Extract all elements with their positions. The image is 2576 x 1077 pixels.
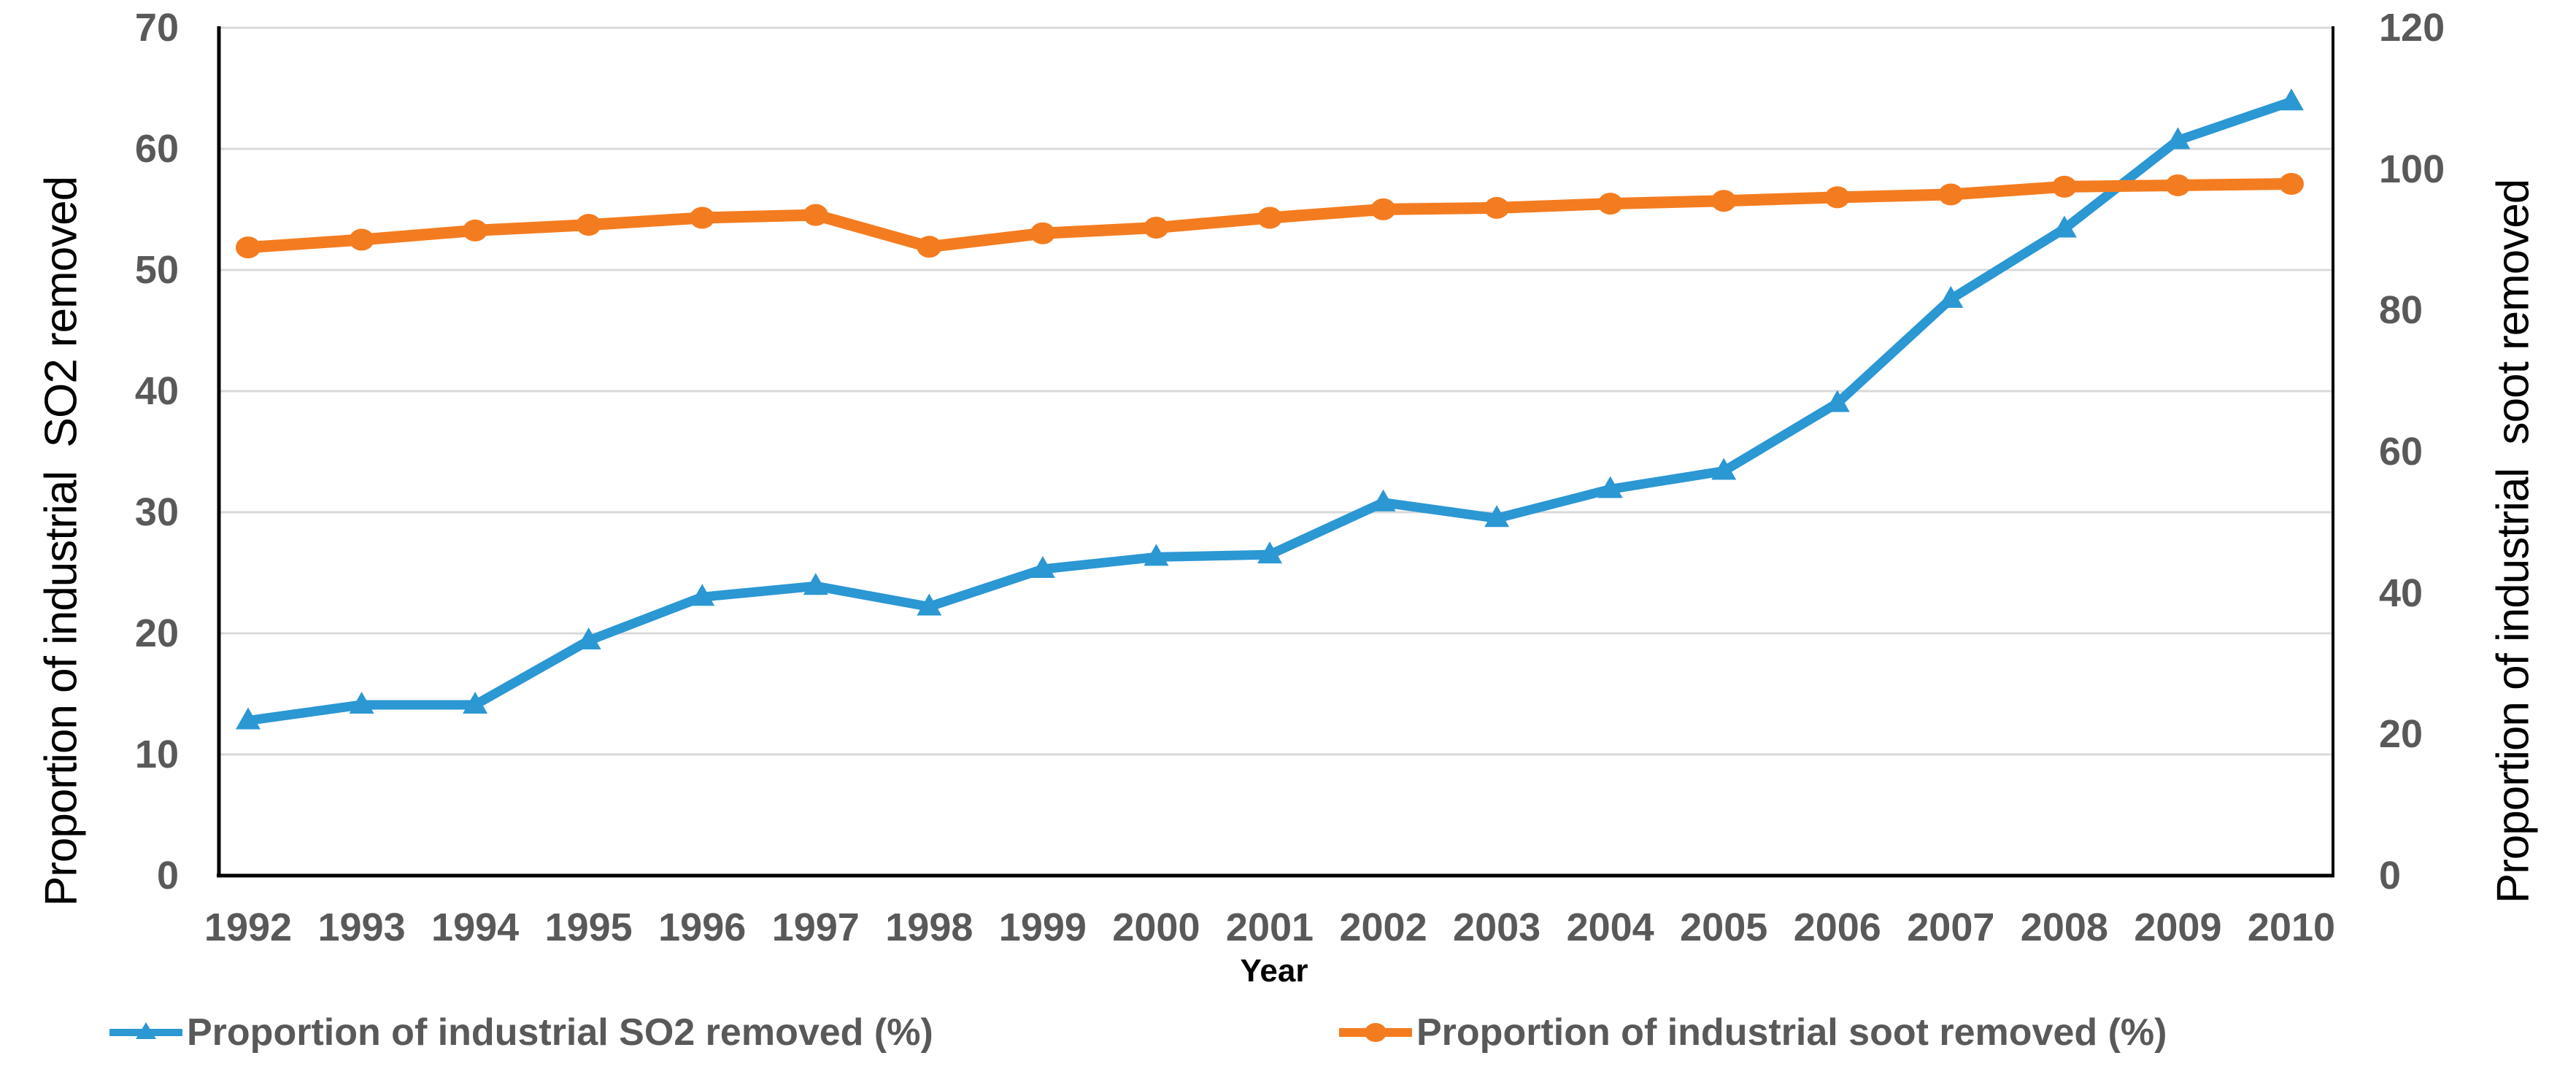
so2-point-2000 — [1144, 544, 1169, 566]
soot-point-2002 — [1370, 198, 1396, 220]
soot-point-2003 — [1484, 196, 1510, 219]
soot-point-1993 — [349, 228, 374, 251]
x-tick-2000: 2000 — [1112, 906, 1200, 949]
so2-point-2005 — [1711, 458, 1737, 480]
soot-point-2009 — [2165, 174, 2191, 196]
left-y-tick-60: 60 — [134, 127, 179, 171]
x-tick-1993: 1993 — [317, 906, 406, 949]
so2-point-1998 — [917, 593, 942, 616]
soot-point-1997 — [803, 204, 828, 226]
soot-point-1998 — [917, 236, 942, 258]
soot-point-2001 — [1257, 206, 1282, 229]
so2-legend-marker-icon — [109, 1022, 182, 1039]
right-y-tick-100: 100 — [2379, 147, 2445, 191]
x-tick-1994: 1994 — [431, 906, 520, 949]
soot-point-2008 — [2051, 175, 2077, 198]
right-y-tick-80: 80 — [2379, 288, 2423, 333]
soot-point-2000 — [1144, 217, 1169, 239]
so2-point-1994 — [463, 691, 488, 714]
x-tick-1992: 1992 — [204, 906, 293, 949]
soot-point-1994 — [463, 219, 488, 242]
x-tick-2001: 2001 — [1225, 906, 1314, 949]
x-tick-2009: 2009 — [2134, 906, 2222, 949]
soot-point-2007 — [1938, 183, 1964, 206]
soot-point-1996 — [690, 206, 715, 229]
x-tick-1997: 1997 — [771, 906, 860, 949]
x-tick-2007: 2007 — [1907, 906, 1995, 949]
so2-point-2009 — [2165, 127, 2191, 150]
x-tick-2004: 2004 — [1566, 906, 1654, 949]
so2-point-2007 — [1938, 285, 1964, 308]
x-tick-1995: 1995 — [544, 906, 633, 949]
so2-point-2002 — [1370, 489, 1396, 512]
soot-point-1995 — [576, 214, 601, 236]
so2-point-1993 — [349, 691, 374, 714]
right-y-tick-120: 120 — [2379, 6, 2445, 50]
left-y-tick-20: 20 — [134, 611, 179, 655]
x-tick-2006: 2006 — [1793, 906, 1881, 949]
soot-legend-circle — [1365, 1023, 1387, 1042]
x-tick-2010: 2010 — [2247, 906, 2336, 949]
so2-point-1995 — [576, 627, 601, 649]
left-y-tick-70: 70 — [134, 6, 179, 50]
x-tick-1998: 1998 — [885, 906, 973, 949]
x-tick-2003: 2003 — [1453, 906, 1541, 949]
left-y-tick-40: 40 — [134, 369, 179, 413]
x-tick-1999: 1999 — [998, 906, 1087, 949]
left-y-tick-10: 10 — [134, 733, 179, 776]
legend-label-so2: Proportion of industrial SO2 removed (%) — [187, 1011, 933, 1054]
soot-point-1999 — [1030, 222, 1055, 244]
legend-item-so2: Proportion of industrial SO2 removed (%) — [109, 1005, 933, 1059]
x-tick-2005: 2005 — [1680, 906, 1768, 949]
legend-item-soot: Proportion of industrial soot removed (%… — [1339, 1005, 2167, 1059]
left-y-tick-0: 0 — [156, 854, 179, 897]
x-tick-2002: 2002 — [1339, 906, 1427, 949]
legend-label-soot: Proportion of industrial soot removed (%… — [1416, 1011, 2167, 1054]
so2-point-2008 — [2051, 215, 2077, 238]
right-y-tick-40: 40 — [2379, 571, 2423, 615]
right-y-tick-0: 0 — [2379, 854, 2402, 897]
soot-point-2010 — [2279, 173, 2304, 196]
so2-point-2010 — [2279, 88, 2304, 111]
so2-point-1999 — [1030, 556, 1055, 579]
right-y-tick-20: 20 — [2379, 712, 2423, 757]
soot-point-1992 — [236, 236, 261, 259]
so2-point-1996 — [690, 584, 715, 606]
x-axis-title: Year — [1240, 953, 1308, 989]
so2-point-1997 — [803, 573, 828, 595]
so2-point-2004 — [1597, 476, 1623, 498]
soot-legend-marker-icon — [1339, 1023, 1412, 1042]
so2-point-2003 — [1484, 505, 1510, 528]
x-tick-1996: 1996 — [658, 906, 747, 949]
left-y-tick-30: 30 — [134, 490, 179, 534]
so2-legend-triangle — [136, 1022, 156, 1039]
left-y-tick-50: 50 — [134, 248, 179, 292]
x-tick-2008: 2008 — [2020, 906, 2108, 949]
soot-point-2005 — [1711, 190, 1737, 212]
soot-point-2004 — [1597, 193, 1623, 215]
right-y-tick-60: 60 — [2379, 430, 2423, 474]
soot-point-2006 — [1824, 186, 1850, 209]
so2-point-2006 — [1824, 390, 1850, 412]
so2-point-2001 — [1257, 541, 1282, 564]
so2-point-1992 — [236, 707, 261, 730]
